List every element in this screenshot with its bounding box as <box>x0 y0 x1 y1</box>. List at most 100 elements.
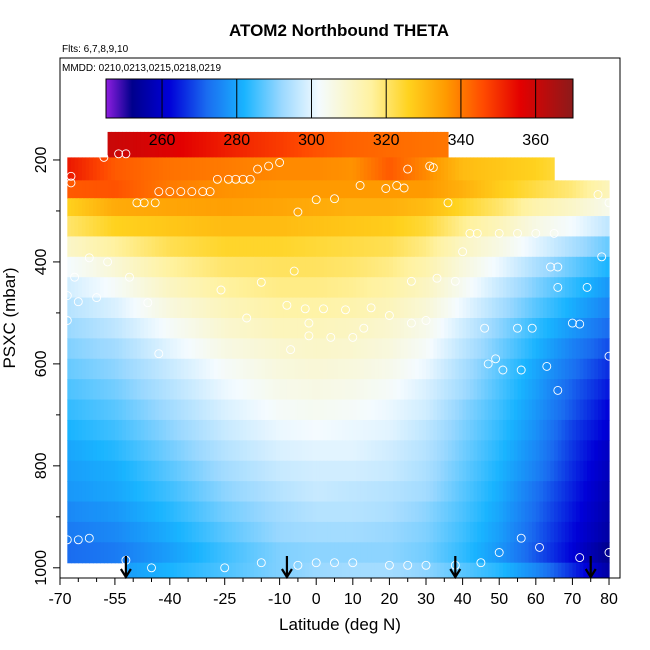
heatmap-cell <box>363 460 369 482</box>
observation-point <box>498 365 508 375</box>
heatmap-cell <box>400 131 405 159</box>
heatmap-cell <box>67 460 72 482</box>
x-tick-label: 60 <box>527 591 545 608</box>
heatmap-cell <box>415 440 420 462</box>
heatmap-cell <box>429 338 434 360</box>
heatmap-cell <box>535 180 541 199</box>
heatmap-cell <box>338 236 343 258</box>
heatmap-cell <box>283 358 288 380</box>
heatmap-cell <box>554 318 559 339</box>
heatmap-cell <box>70 277 76 299</box>
heatmap-cell <box>224 338 229 360</box>
heatmap-cell <box>499 440 504 462</box>
heatmap-cell <box>191 542 197 564</box>
heatmap-cell <box>323 180 328 199</box>
heatmap-cell <box>232 481 237 503</box>
heatmap-cell <box>466 216 471 238</box>
heatmap-cell <box>543 256 548 278</box>
heatmap-cell <box>488 157 493 181</box>
heatmap-cell <box>382 379 387 401</box>
heatmap-cell <box>239 358 244 380</box>
heatmap-cell <box>257 542 262 564</box>
heatmap-cell <box>587 562 592 578</box>
heatmap-cell <box>180 542 186 564</box>
heatmap-cell <box>70 297 76 319</box>
heatmap-cell <box>257 297 262 319</box>
heatmap-cell <box>70 379 76 401</box>
heatmap-cell <box>125 318 131 339</box>
heatmap-cell <box>378 481 383 503</box>
heatmap-cell <box>144 338 149 360</box>
heatmap-cell <box>283 542 288 564</box>
heatmap-cell <box>125 198 131 217</box>
heatmap-cell <box>217 481 222 503</box>
heatmap-cell <box>173 157 178 181</box>
heatmap-cell <box>349 216 354 238</box>
heatmap-cell <box>568 521 574 543</box>
heatmap-cell <box>283 481 288 503</box>
heatmap-cell <box>400 180 405 199</box>
heatmap-cell <box>411 216 416 238</box>
heatmap-cell <box>345 338 350 360</box>
heatmap-cell <box>319 542 325 564</box>
heatmap-cell <box>243 379 248 401</box>
heatmap-cell <box>572 318 577 339</box>
heatmap-cell <box>396 297 401 319</box>
heatmap-cell <box>433 379 438 401</box>
heatmap-cell <box>411 501 416 523</box>
heatmap-cell <box>374 379 380 401</box>
heatmap-cell <box>499 198 504 217</box>
heatmap-cell <box>587 358 592 380</box>
heatmap-cell <box>180 481 186 503</box>
heatmap-cell <box>528 440 533 462</box>
dates-subtitle: MMDD: 0210,0213,0215,0218,0219 <box>62 63 221 74</box>
heatmap-cell <box>477 338 482 360</box>
heatmap-cell <box>543 216 548 238</box>
heatmap-cell <box>140 277 145 299</box>
heatmap-cell <box>107 521 112 543</box>
heatmap-cell <box>199 180 204 199</box>
heatmap-cell <box>308 198 314 217</box>
observation-point <box>304 331 314 341</box>
heatmap-cell <box>484 440 489 462</box>
heatmap-cell <box>297 358 303 380</box>
heatmap-cell <box>250 216 255 238</box>
heatmap-cell <box>246 297 251 319</box>
observation-point <box>421 316 431 325</box>
heatmap-cell <box>433 277 438 299</box>
heatmap-cell <box>568 318 574 339</box>
heatmap-cell <box>133 297 138 319</box>
heatmap-cell <box>506 297 511 319</box>
heatmap-cell <box>528 542 533 564</box>
heatmap-cell <box>202 542 208 564</box>
heatmap-cell <box>565 440 570 462</box>
heatmap-cell <box>506 198 511 217</box>
heatmap-cell <box>407 379 412 401</box>
heatmap-cell <box>367 399 372 421</box>
heatmap-cell <box>433 318 438 339</box>
heatmap-cell <box>510 399 515 421</box>
heatmap-cell <box>70 236 76 258</box>
heatmap-cell <box>352 338 358 360</box>
heatmap-cell <box>140 180 145 199</box>
heatmap-cell <box>436 521 442 543</box>
heatmap-cell <box>385 297 391 319</box>
observation-point <box>384 560 394 570</box>
heatmap-cell <box>594 379 599 401</box>
heatmap-cell <box>250 379 255 401</box>
heatmap-cell <box>422 440 427 462</box>
heatmap-cell <box>125 180 131 199</box>
heatmap-cell <box>535 460 541 482</box>
heatmap-cell <box>184 318 189 339</box>
heatmap-cell <box>188 542 193 564</box>
heatmap-cell <box>506 216 511 238</box>
heatmap-cell <box>122 256 127 278</box>
heatmap-cell <box>246 501 251 523</box>
heatmap-cell <box>195 399 200 421</box>
heatmap-cell <box>151 131 156 159</box>
heatmap-cell <box>155 542 160 564</box>
heatmap-cell <box>554 460 559 482</box>
heatmap-cell <box>480 358 486 380</box>
heatmap-cell <box>510 521 515 543</box>
heatmap-cell <box>330 318 336 339</box>
